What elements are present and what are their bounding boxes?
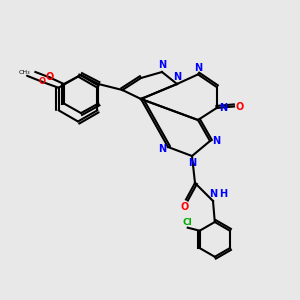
Text: CH₃: CH₃ bbox=[18, 70, 30, 75]
Text: N: N bbox=[173, 73, 181, 82]
Text: Cl: Cl bbox=[182, 218, 192, 227]
Text: N: N bbox=[158, 61, 166, 70]
Text: N: N bbox=[194, 63, 202, 73]
Text: O: O bbox=[38, 77, 46, 86]
Text: N: N bbox=[158, 143, 166, 154]
Text: O: O bbox=[236, 101, 244, 112]
Text: N: N bbox=[212, 136, 220, 146]
Text: N: N bbox=[188, 158, 197, 168]
Text: O: O bbox=[45, 72, 54, 82]
Text: O: O bbox=[180, 202, 189, 212]
Text: N: N bbox=[209, 189, 217, 199]
Text: N: N bbox=[219, 103, 227, 113]
Text: H: H bbox=[220, 189, 228, 199]
